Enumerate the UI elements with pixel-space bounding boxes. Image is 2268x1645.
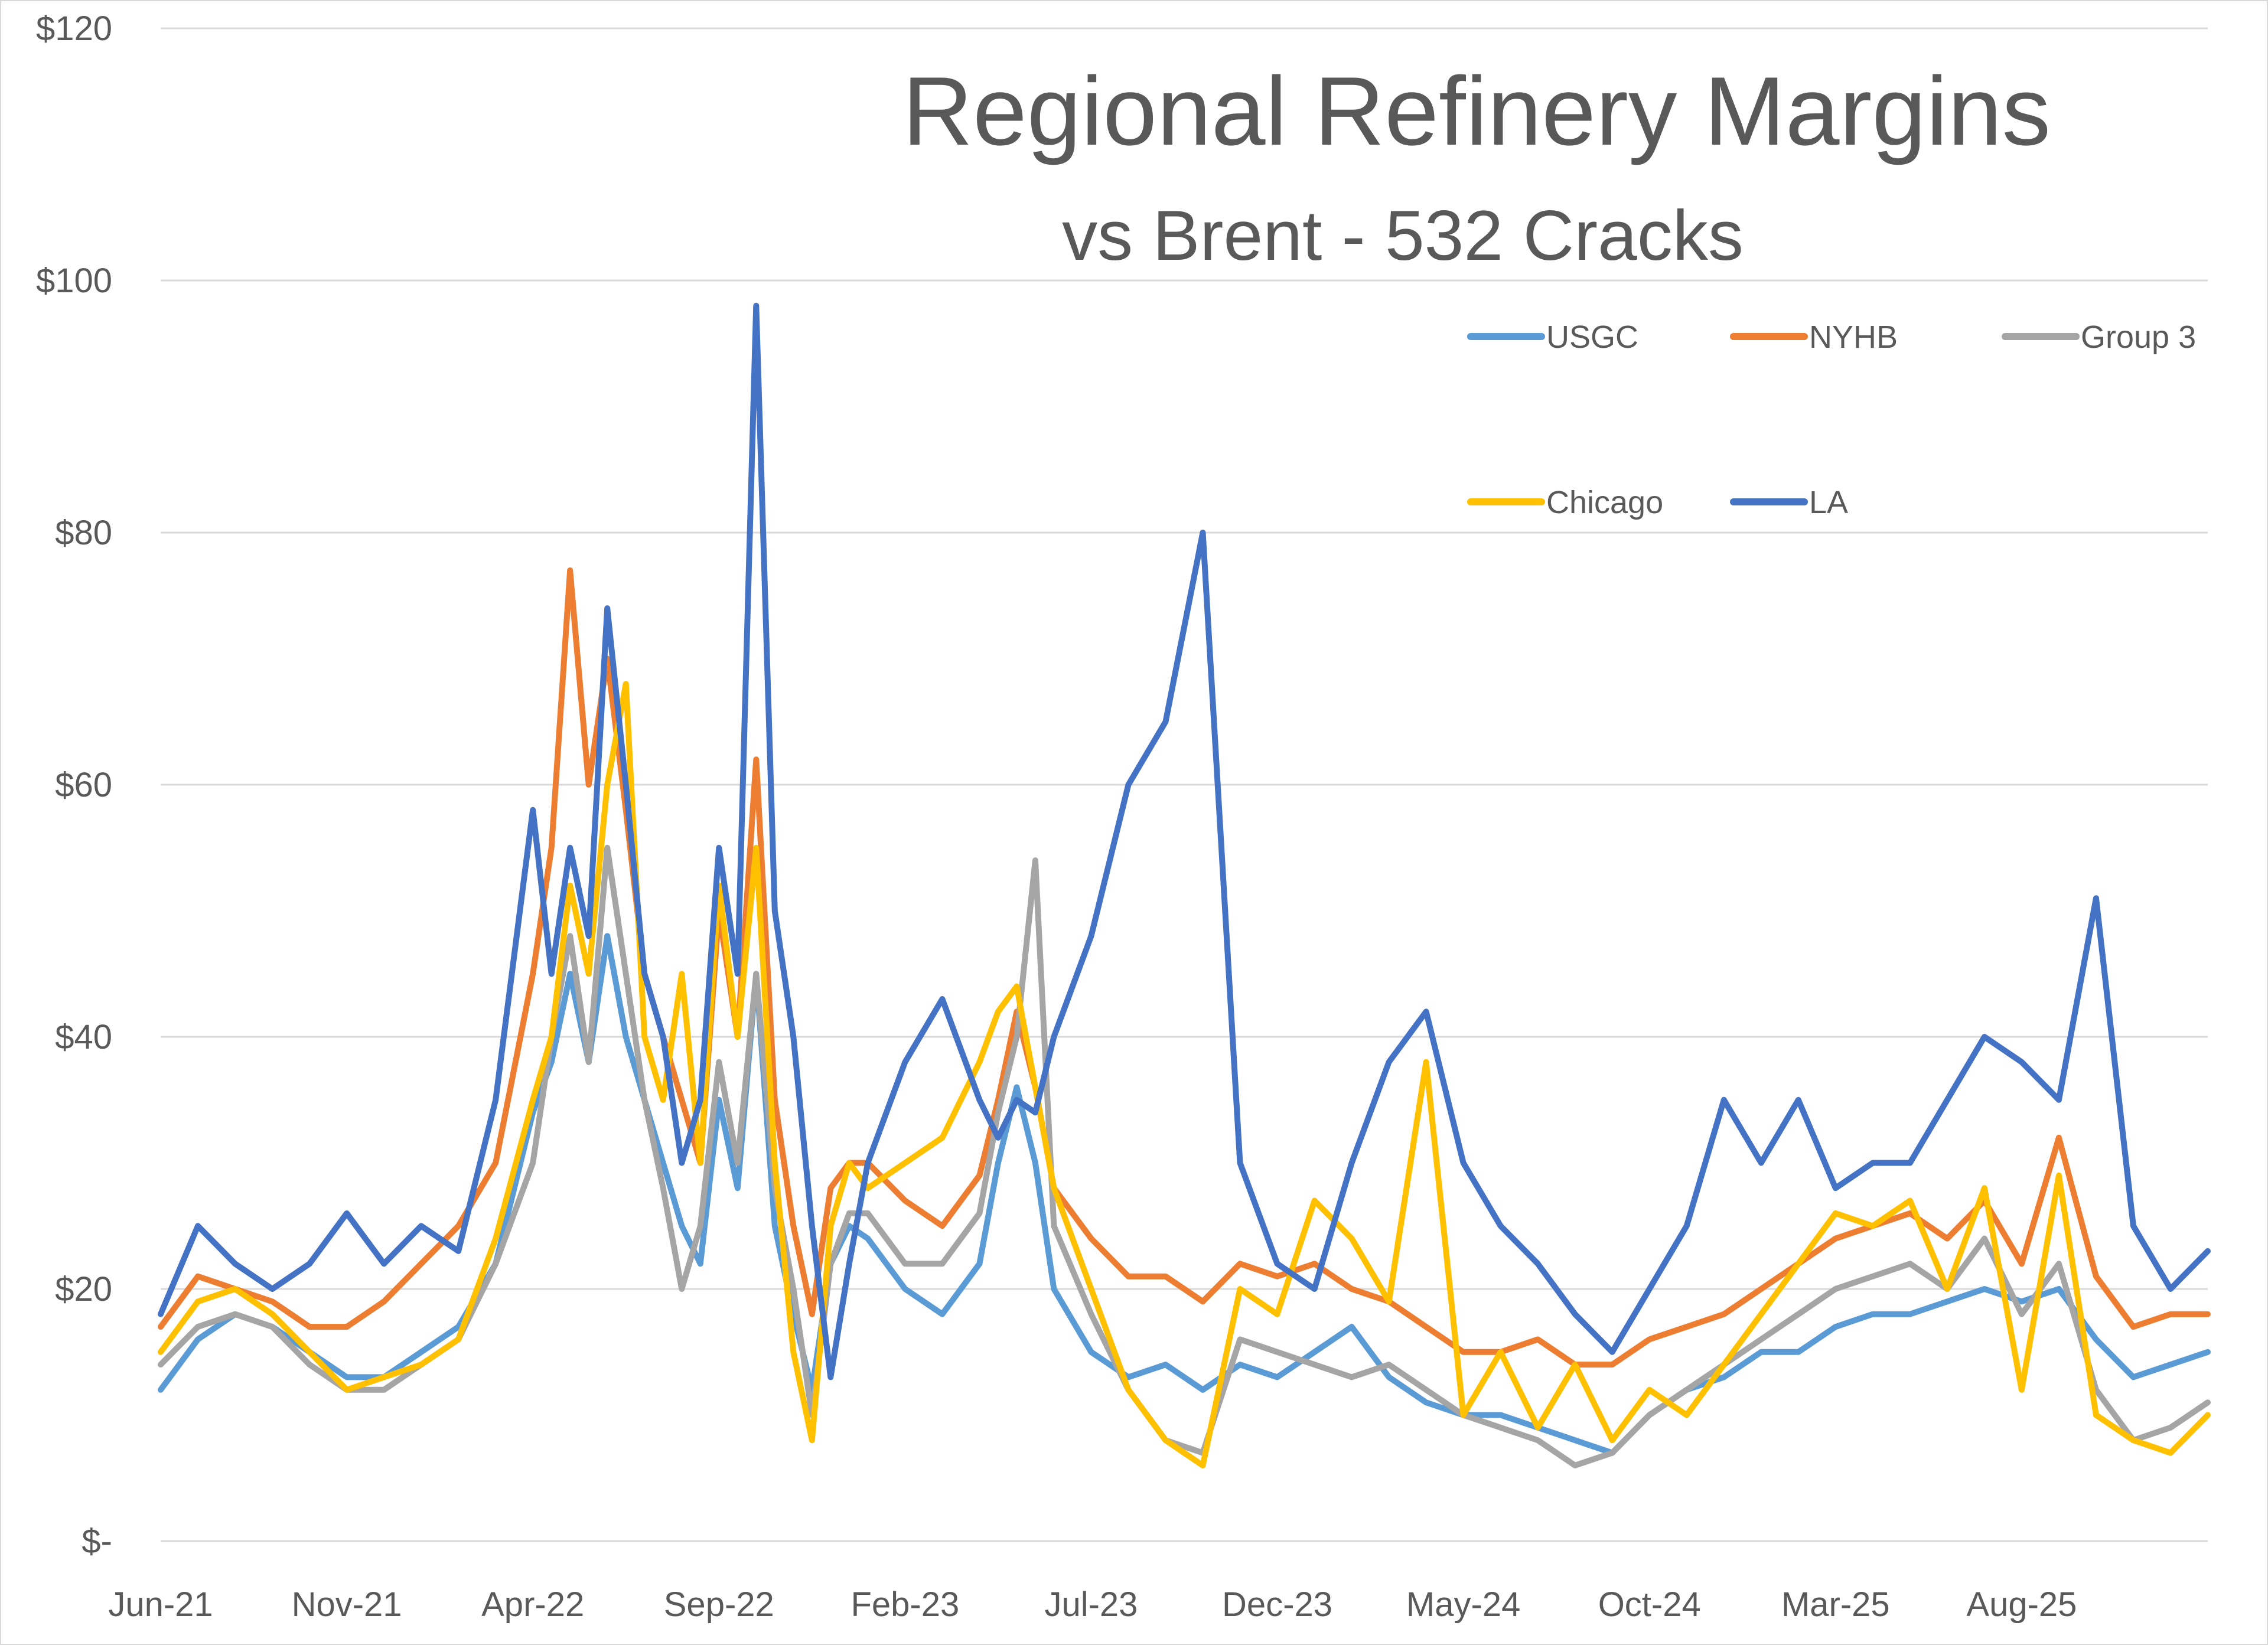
legend-label: Group 3: [2081, 319, 2196, 355]
x-tick-label: Dec-23: [1222, 1585, 1332, 1624]
x-tick-label: Jun-21: [108, 1585, 213, 1624]
x-tick-label: Sep-22: [664, 1585, 774, 1624]
y-tick-label: $60: [55, 766, 112, 804]
x-tick-label: Feb-23: [850, 1585, 959, 1624]
chart-title: Regional Refinery Margins: [902, 57, 2051, 165]
y-tick-label: $20: [55, 1270, 112, 1308]
x-tick-label: Oct-24: [1598, 1585, 1701, 1624]
x-tick-label: Jul-23: [1044, 1585, 1138, 1624]
x-tick-label: May-24: [1406, 1585, 1520, 1624]
legend-label: NYHB: [1809, 319, 1898, 355]
series-line-nyhb: [158, 567, 2211, 1368]
series-line-group-3: [158, 844, 2211, 1468]
chart-subtitle: vs Brent - 532 Cracks: [1062, 196, 1744, 275]
y-tick-label: $40: [55, 1018, 112, 1056]
legend: USGC NYHB Group 3 Chicago LA: [1467, 319, 2196, 520]
x-tick-label: Nov-21: [292, 1585, 402, 1624]
x-tick-label: Aug-25: [1966, 1585, 2077, 1624]
legend-label: USGC: [1546, 319, 1638, 355]
y-tick-label: $80: [55, 514, 112, 552]
series-line-chicago: [158, 681, 2211, 1468]
y-tick-label: $100: [36, 262, 112, 300]
y-tick-label: $-: [82, 1522, 112, 1561]
legend-label: Chicago: [1546, 485, 1663, 520]
x-tick-label: Apr-22: [481, 1585, 584, 1624]
legend-label: LA: [1809, 485, 1848, 520]
x-axis-ticks: Jun-21 Nov-21 Apr-22 Sep-22 Feb-23 Jul-23 Dec-…: [108, 1585, 2077, 1624]
series-lines: [158, 302, 2211, 1468]
series-line-la: [158, 302, 2211, 1380]
gridlines: [161, 27, 2208, 1542]
y-axis-ticks: $- $20 $40 $60 $80 $100 $120: [36, 9, 112, 1561]
y-tick-label: $120: [36, 9, 112, 48]
series-line-usgc: [158, 933, 2211, 1456]
x-tick-label: Mar-25: [1781, 1585, 1890, 1624]
